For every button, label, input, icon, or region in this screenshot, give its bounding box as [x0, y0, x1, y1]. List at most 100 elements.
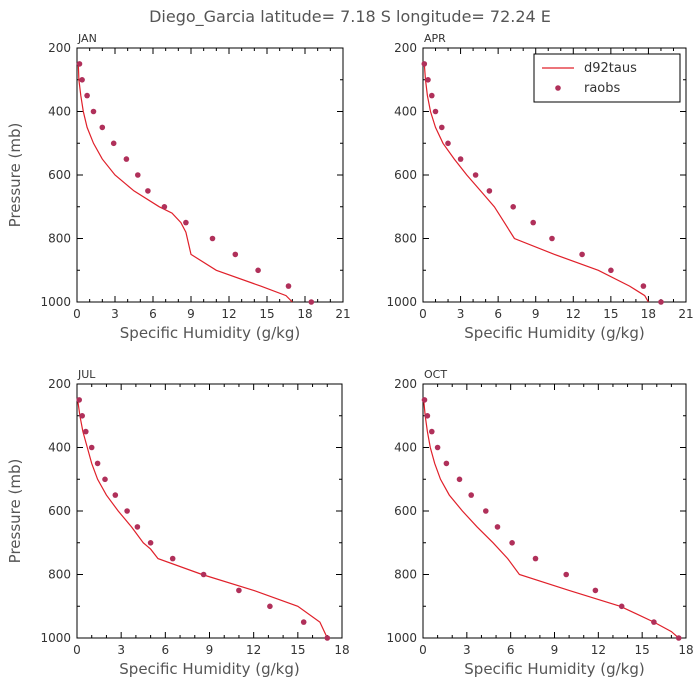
x-tick-label: 18 — [641, 307, 656, 321]
series-point-raobs — [510, 204, 516, 210]
series-point-raobs — [618, 603, 625, 610]
y-tick-label: 600 — [48, 504, 71, 518]
series-point-raobs — [658, 299, 664, 305]
x-tick-label: 12 — [566, 307, 581, 321]
series-point-raobs — [472, 172, 479, 178]
series-point-raobs — [200, 571, 207, 578]
x-tick-label: 15 — [635, 643, 650, 657]
x-tick-label: 0 — [73, 643, 81, 657]
panel-oct: OCT 0 3 6 9 12 15 18 200 400 600 800 1000 Specific Hu… — [386, 368, 693, 678]
y-axis-label: Pressure (mb) — [6, 123, 24, 228]
series-point-raobs — [421, 397, 428, 403]
series-point-raobs — [236, 587, 242, 594]
series-point-raobs — [145, 188, 151, 194]
x-tick-label: 18 — [334, 643, 349, 657]
series-point-raobs — [494, 524, 501, 530]
panel-jul: JUL 0 3 6 9 12 15 18 200 400 600 800 1000 Specific Hu… — [6, 368, 350, 678]
x-tick-label: 15 — [259, 307, 274, 321]
series-point-raobs — [468, 492, 475, 498]
y-tick-label: 600 — [394, 504, 417, 518]
x-tick-label: 18 — [678, 643, 693, 657]
series-point-raobs — [425, 77, 431, 83]
legend-box — [533, 53, 681, 103]
series-point-raobs — [112, 492, 119, 498]
y-tick-label: 200 — [48, 377, 71, 391]
series-point-raobs — [84, 92, 90, 99]
series-point-raobs — [324, 635, 331, 641]
x-tick-label: 9 — [551, 643, 559, 657]
series-point-raobs — [90, 108, 97, 115]
x-tick-label: 9 — [187, 307, 195, 321]
x-tick-label: 21 — [678, 307, 693, 321]
panel-label: OCT — [424, 368, 447, 381]
series-point-raobs — [123, 156, 130, 162]
y-tick-label: 400 — [48, 441, 71, 455]
series-point-raobs — [79, 413, 85, 419]
series-point-raobs — [530, 219, 536, 226]
y-tick-label: 400 — [394, 441, 417, 455]
series-point-raobs — [434, 444, 441, 451]
series-point-raobs — [457, 156, 464, 162]
y-axis-label: Pressure (mb) — [6, 459, 24, 564]
series-point-raobs — [76, 397, 82, 403]
x-tick-label: 15 — [603, 307, 618, 321]
series-point-raobs — [429, 428, 435, 435]
panel-apr: APR 0 3 6 9 12 15 18 21 200 400 600 800 1000 Specific … — [386, 32, 693, 342]
series-line-d92taus — [423, 399, 680, 639]
series-point-raobs — [439, 124, 445, 131]
series-point-raobs — [161, 204, 168, 210]
panel-jan: JAN 0 3 6 9 12 15 18 21 200 400 600 800 1000 Specific … — [6, 32, 351, 342]
series-point-raobs — [183, 219, 189, 226]
x-tick-label: 15 — [290, 643, 305, 657]
series-point-raobs — [483, 508, 489, 514]
figure-title: Diego_Garcia latitude= 7.18 S longitude=… — [149, 7, 551, 27]
y-tick-label: 200 — [394, 377, 417, 391]
series-point-raobs — [532, 555, 539, 562]
series-point-raobs — [443, 460, 450, 467]
x-tick-label: 12 — [591, 643, 606, 657]
series-point-raobs — [308, 299, 315, 305]
panel-label: APR — [424, 32, 446, 45]
x-tick-label: 6 — [494, 307, 502, 321]
x-tick-label: 0 — [419, 307, 427, 321]
x-axis-label: Specific Humidity (g/kg) — [119, 660, 299, 678]
legend-marker-swatch — [555, 85, 561, 91]
x-tick-label: 3 — [463, 643, 471, 657]
y-tick-label: 1000 — [40, 295, 71, 309]
series-point-raobs — [432, 108, 439, 115]
series-point-raobs — [592, 587, 599, 594]
series-point-raobs — [445, 140, 451, 147]
series-point-raobs — [429, 92, 435, 99]
series-line-d92taus — [77, 399, 328, 639]
series-point-raobs — [99, 124, 106, 131]
series-point-raobs — [549, 235, 555, 242]
x-axis-label: Specific Humidity (g/kg) — [464, 324, 644, 342]
y-tick-label: 400 — [48, 105, 71, 119]
x-tick-label: 9 — [206, 643, 214, 657]
legend-entry-label: d92taus — [584, 61, 637, 76]
x-tick-label: 18 — [297, 307, 312, 321]
x-tick-label: 3 — [111, 307, 119, 321]
y-tick-label: 1000 — [386, 631, 417, 645]
x-tick-label: 0 — [73, 307, 81, 321]
x-tick-label: 6 — [507, 643, 515, 657]
series-point-raobs — [285, 283, 292, 289]
series-point-raobs — [135, 172, 141, 178]
series-point-raobs — [79, 77, 85, 83]
series-point-raobs — [300, 619, 307, 625]
series-point-raobs — [232, 251, 239, 258]
y-tick-label: 200 — [394, 41, 417, 55]
y-tick-label: 200 — [48, 41, 71, 55]
series-point-raobs — [134, 524, 141, 530]
x-tick-label: 6 — [162, 643, 170, 657]
series-line-d92taus — [423, 63, 649, 303]
x-tick-label: 12 — [221, 307, 236, 321]
series-point-raobs — [579, 251, 585, 258]
y-tick-label: 800 — [48, 232, 71, 246]
x-axis-label: Specific Humidity (g/kg) — [120, 324, 300, 342]
legend-entry-label: raobs — [584, 81, 621, 96]
series-point-raobs — [651, 619, 657, 625]
